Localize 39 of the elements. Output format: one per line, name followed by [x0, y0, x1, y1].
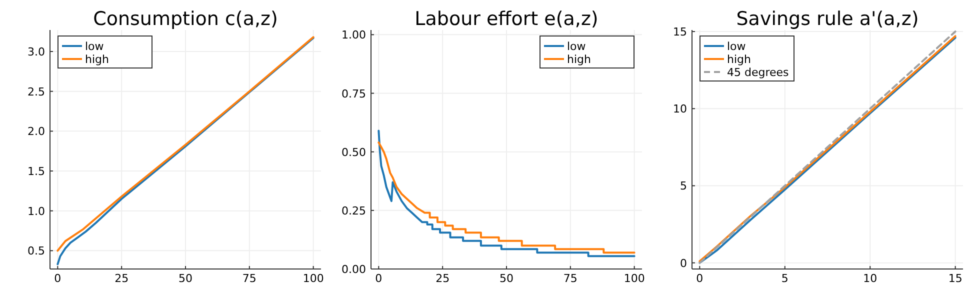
y-tick-label: 1.00	[342, 28, 366, 42]
x-tick-label: 0	[696, 272, 704, 285]
chart-title: Labour effort e(a,z)	[414, 8, 598, 30]
x-tick-label: 25	[436, 272, 450, 285]
x-tick-label: 100	[624, 272, 645, 285]
x-tick-label: 75	[563, 272, 578, 285]
y-tick-label: 5	[680, 180, 687, 193]
y-tick-label: 0.00	[342, 263, 366, 276]
y-tick-label: 3.0	[28, 46, 45, 59]
y-tick-label: 15	[673, 26, 687, 39]
x-tick-label: 50	[500, 272, 514, 285]
y-tick-label: 2.5	[28, 85, 45, 98]
x-tick-label: 100	[302, 272, 324, 285]
legend-label: low	[727, 40, 746, 53]
x-tick-label: 25	[114, 272, 129, 285]
y-tick-label: 0.50	[342, 146, 366, 159]
legend-label: 45 degrees	[727, 66, 790, 79]
legend-label: high	[567, 53, 592, 66]
y-tick-label: 0.75	[342, 87, 366, 100]
y-tick-label: 2.0	[28, 125, 45, 138]
x-tick-label: 0	[375, 272, 382, 285]
x-tick-label: 5	[781, 272, 788, 285]
y-tick-label: 1.5	[28, 165, 45, 178]
x-tick-label: 10	[863, 272, 878, 285]
legend-label: high	[85, 53, 110, 66]
y-tick-label: 0	[680, 256, 687, 270]
x-tick-label: 0	[54, 272, 62, 285]
x-tick-label: 50	[178, 272, 192, 285]
y-tick-label: 0.5	[28, 244, 45, 258]
y-tick-label: 10	[673, 102, 687, 116]
y-tick-label: 0.25	[342, 204, 366, 218]
legend-label: low	[85, 40, 104, 53]
chart-title: Savings rule a'(a,z)	[736, 8, 919, 30]
x-tick-label: 15	[948, 272, 962, 285]
legend-label: high	[727, 53, 752, 66]
y-tick-label: 1.0	[28, 204, 45, 218]
x-tick-label: 75	[242, 272, 256, 285]
legend-label: low	[567, 40, 586, 53]
chart-title: Consumption c(a,z)	[93, 8, 278, 30]
